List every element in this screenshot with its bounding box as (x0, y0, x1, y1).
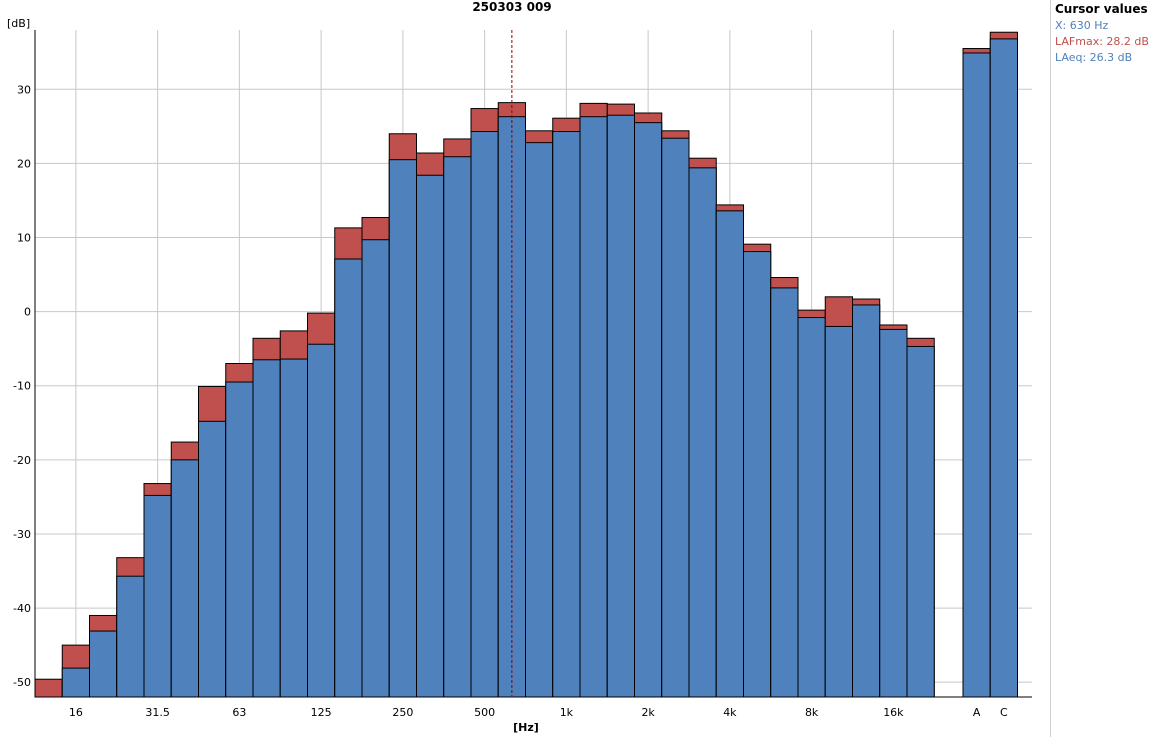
x-tick-label: 16k (883, 706, 904, 719)
bar-laeq (634, 122, 663, 698)
x-tick-label: 31.5 (145, 706, 170, 719)
cursor-lafmax-value: LAFmax: 28.2 dB (1055, 35, 1149, 48)
bar-laeq (552, 131, 581, 698)
bar-laeq (252, 359, 281, 698)
y-tick-label: 0 (24, 306, 31, 319)
y-tick-label: -20 (13, 454, 31, 467)
cursor-values-panel: Cursor values X: 630 Hz LAFmax: 28.2 dB … (1050, 0, 1153, 737)
y-tick-label: -10 (13, 380, 31, 393)
bar-laeq (388, 159, 417, 698)
bar-laeq (334, 258, 363, 698)
x-tick-label: 63 (232, 706, 246, 719)
x-tick-label: 4k (723, 706, 737, 719)
x-tick-label: 8k (805, 706, 819, 719)
bar-laeq (116, 575, 145, 698)
bar-laeq (443, 156, 472, 698)
bar-laeq (579, 116, 608, 698)
y-tick-label: -30 (13, 528, 31, 541)
x-tick-label: 125 (311, 706, 332, 719)
y-tick-label: -40 (13, 602, 31, 615)
y-tick-label: -50 (13, 676, 31, 689)
bar-laeq (89, 630, 118, 698)
y-tick-label: 10 (17, 232, 31, 245)
bar-laeq (606, 114, 635, 698)
bar-laeq (307, 343, 336, 698)
cursor-values-title: Cursor values (1055, 2, 1148, 16)
bar-laeq (525, 142, 554, 698)
bar-laeq (688, 167, 717, 698)
x-tick-label-total: A (973, 706, 981, 719)
bar-laeq (279, 358, 308, 698)
bar-laeq (661, 137, 690, 698)
x-tick-label-total: C (1000, 706, 1008, 719)
x-tick-label: 250 (392, 706, 413, 719)
x-tick-label: 1k (560, 706, 574, 719)
axes (34, 30, 1032, 698)
bar-laeq (715, 210, 744, 698)
bar-laeq (470, 131, 499, 698)
bar-total-laeq (989, 38, 1018, 698)
labels: -50 -40 -30 -20 -10 0 10 20 30 16 31.5 63 125 250 500 1… (7, 17, 1008, 734)
bar-laeq (198, 420, 227, 698)
bar-laeq (797, 317, 826, 698)
y-axis-label: [dB] (7, 17, 30, 30)
bar-laeq (61, 667, 90, 698)
bar-laeq (770, 287, 799, 698)
y-tick-label: 30 (17, 83, 31, 96)
bar-laeq (906, 345, 935, 698)
bar-laeq (170, 459, 199, 698)
bar-laeq (143, 494, 172, 698)
spectrum-chart[interactable]: -50 -40 -30 -20 -10 0 10 20 30 16 31.5 63 125 250 500 1… (0, 0, 1050, 737)
bar-laeq (416, 174, 445, 698)
bar-laeq (852, 304, 881, 698)
bar-laeq (361, 239, 390, 698)
chart-title: 250303 009 (472, 0, 552, 14)
x-tick-label: 500 (474, 706, 495, 719)
x-tick-label: 16 (69, 706, 83, 719)
bar-laeq (743, 251, 772, 698)
cursor-laeq-value: LAeq: 26.3 dB (1055, 51, 1133, 64)
bars (34, 31, 1018, 698)
x-axis-label: [Hz] (513, 721, 539, 734)
y-tick-label: 20 (17, 157, 31, 170)
bar-lafmax (34, 678, 63, 698)
bar-total-laeq (962, 52, 991, 698)
bar-laeq (824, 325, 853, 698)
bar-laeq (225, 381, 254, 698)
x-tick-label: 2k (641, 706, 655, 719)
cursor-x-value: X: 630 Hz (1055, 19, 1109, 32)
bar-laeq (879, 328, 908, 698)
